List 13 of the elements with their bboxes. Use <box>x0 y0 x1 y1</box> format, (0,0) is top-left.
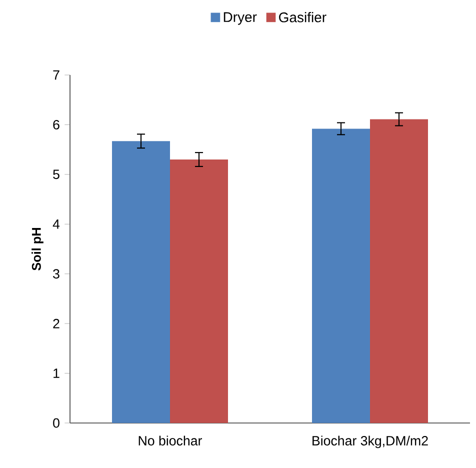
legend-label: Gasifier <box>279 12 326 22</box>
y-tick-label: 0 <box>53 418 60 428</box>
y-tick-label: 6 <box>53 120 60 130</box>
x-tick-label: No biochar <box>138 436 202 446</box>
y-tick-label: 1 <box>54 368 60 378</box>
y-axis-title: Soil pH <box>32 228 44 270</box>
y-tick-label: 7 <box>53 70 60 80</box>
y-tick-label: 4 <box>52 220 60 229</box>
x-tick-label: Biochar 3kg,DM/m2 <box>312 436 428 448</box>
y-tick-label: 2 <box>53 318 60 328</box>
y-tick-label: 5 <box>53 170 60 180</box>
legend-label: Dryer <box>224 12 257 25</box>
y-tick-label: 3 <box>53 269 60 279</box>
